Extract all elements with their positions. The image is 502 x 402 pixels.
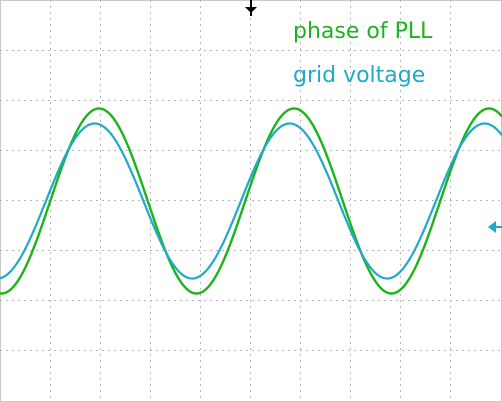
legend-grid-voltage: grid voltage: [293, 63, 425, 88]
markers: [245, 0, 502, 233]
legend: phase of PLL grid voltage: [293, 19, 433, 88]
trace-grid-voltage: [0, 122, 502, 280]
channel-ground-marker-icon: [488, 221, 502, 233]
traces: [0, 107, 502, 295]
trace-phase-of-pll: [0, 107, 502, 295]
trigger-marker-icon: [245, 0, 257, 16]
legend-phase-of-pll: phase of PLL: [293, 19, 433, 44]
